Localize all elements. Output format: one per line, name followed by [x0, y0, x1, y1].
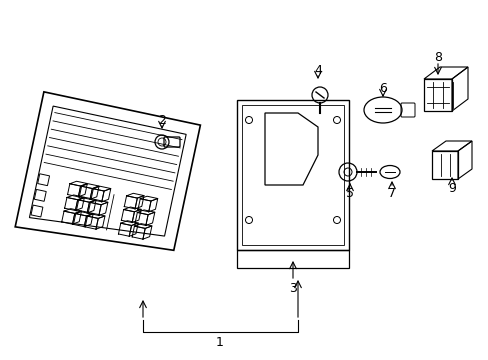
Text: 1: 1	[216, 336, 224, 348]
Text: 7: 7	[387, 186, 395, 199]
Text: 8: 8	[433, 50, 441, 63]
Text: 5: 5	[346, 186, 353, 199]
Text: 4: 4	[313, 63, 321, 77]
Text: 9: 9	[447, 181, 455, 194]
Text: 3: 3	[288, 282, 296, 294]
Text: 2: 2	[158, 113, 165, 126]
Bar	[237, 100, 348, 250]
Text: 6: 6	[378, 81, 386, 95]
Bar	[242, 105, 343, 245]
